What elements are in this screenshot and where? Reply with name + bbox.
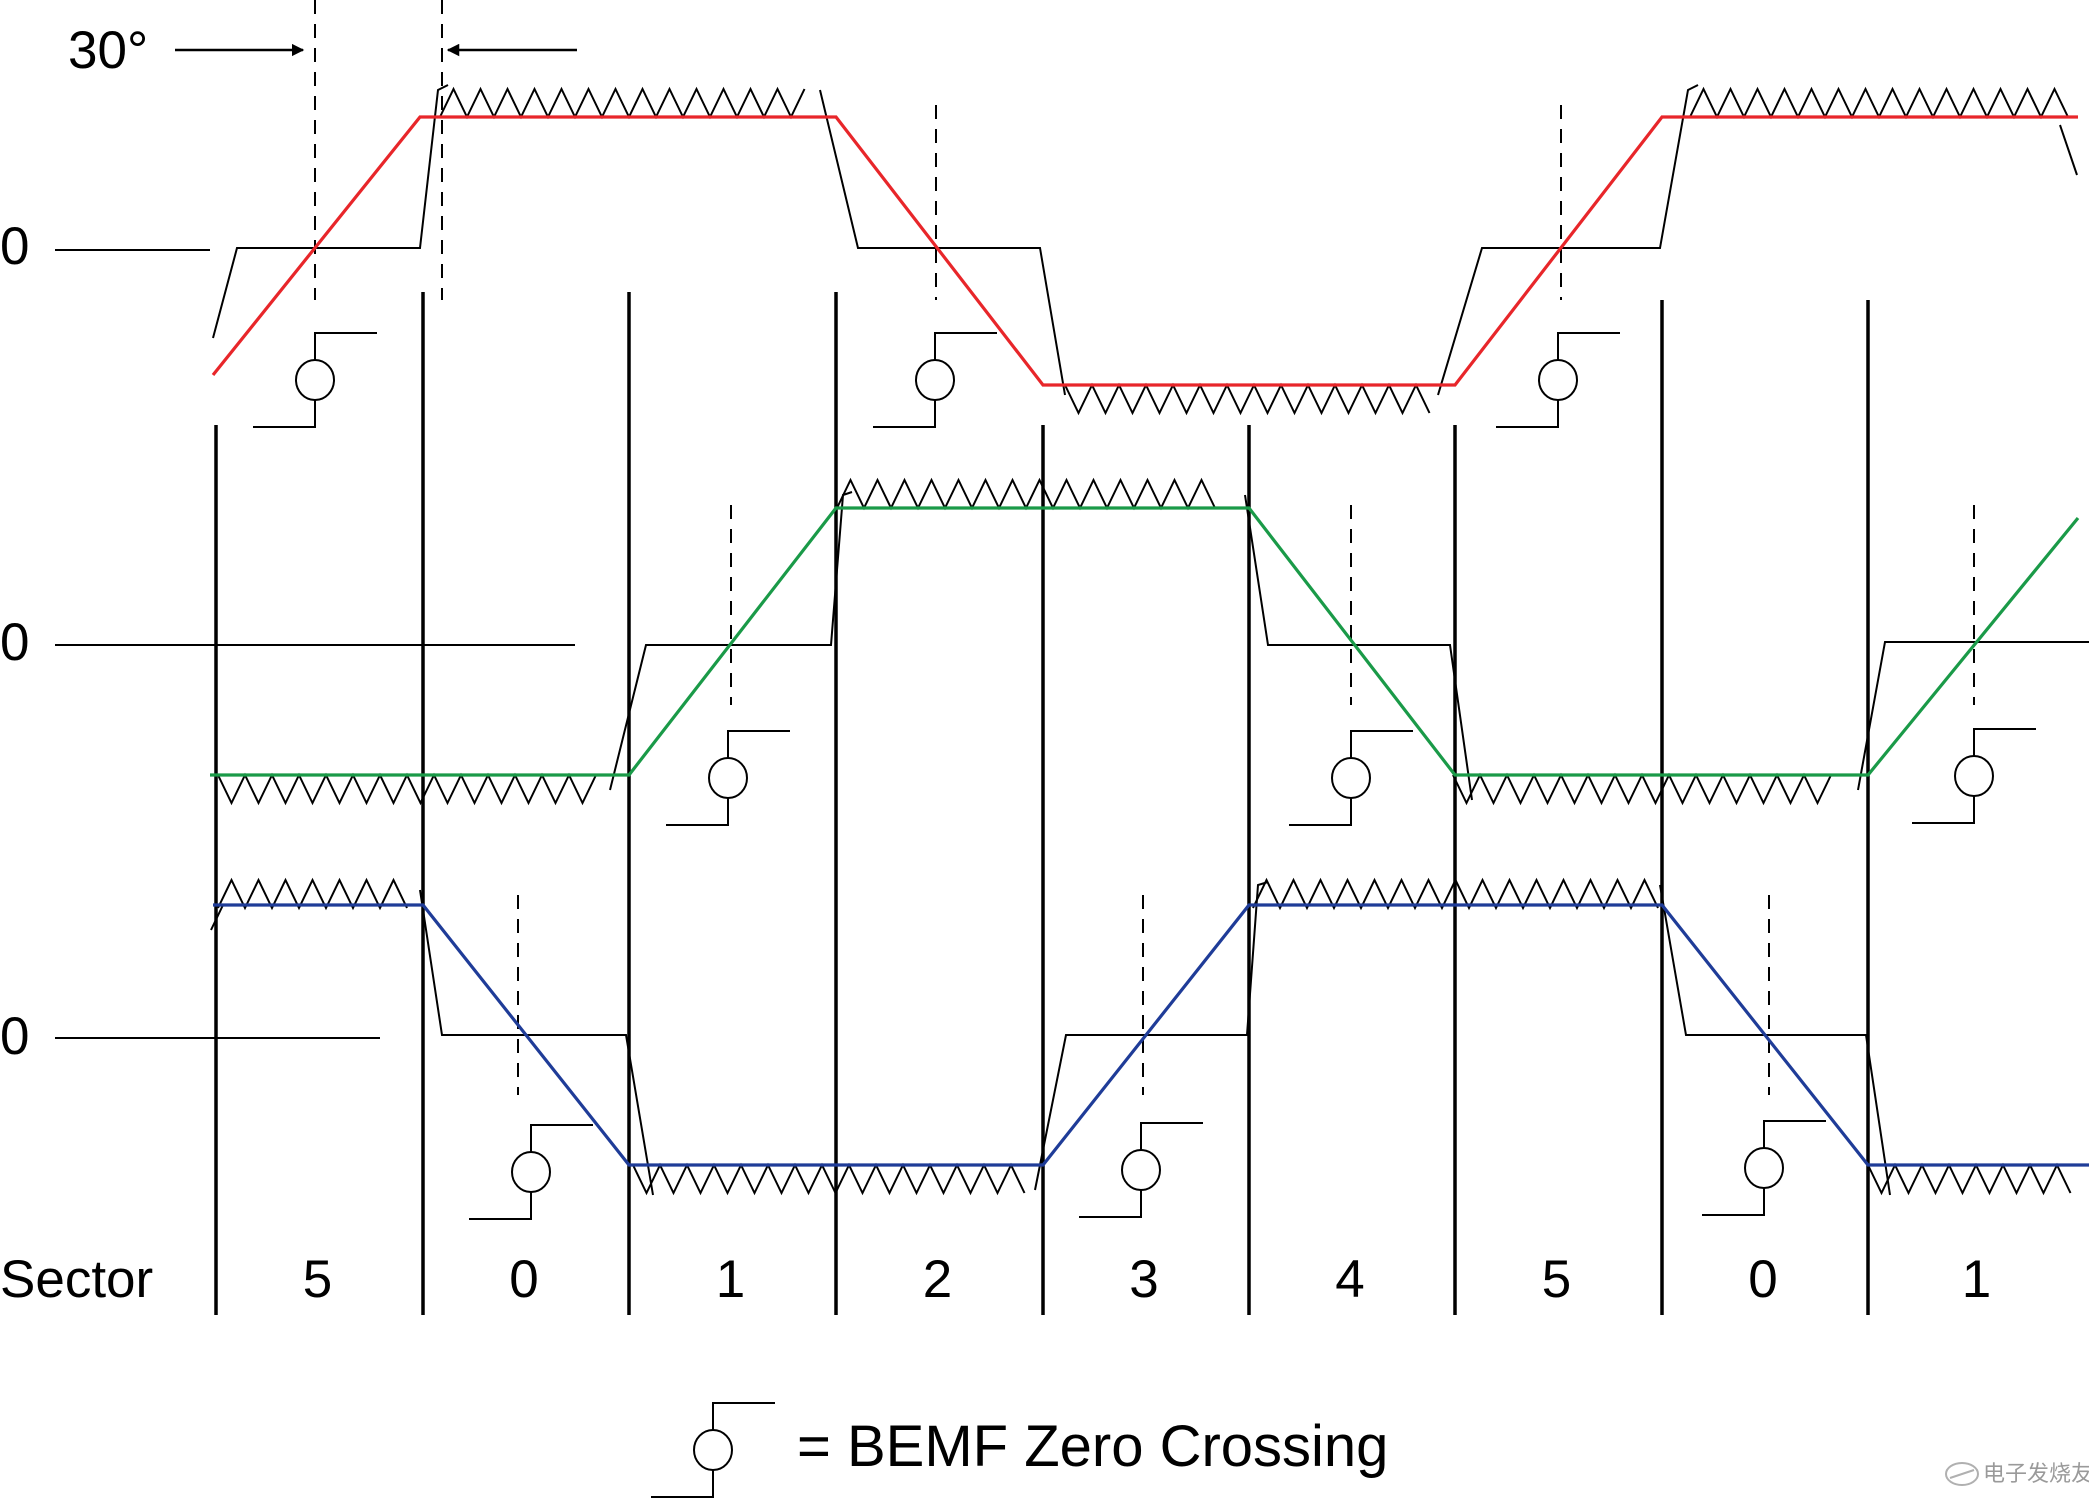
comparator-trace-c [419, 889, 654, 1196]
watermark-logo-icon [1945, 1462, 1979, 1486]
zero-label-c: 0 [0, 1007, 29, 1066]
legend: = BEMF Zero Crossing [651, 1402, 1388, 1498]
zero-crossing-symbol-icon [253, 332, 377, 428]
watermark-text: 电子发烧友 www.elecfans.com [1983, 1461, 2089, 1486]
pwm-ripple-trace [836, 477, 1216, 511]
zero-label-b: 0 [0, 613, 29, 672]
pwm-ripple-trace [439, 86, 806, 120]
angle-label: 30° [68, 21, 148, 80]
sector-boundaries [214, 292, 1870, 1315]
pwm-ripple-trace [1689, 86, 2069, 120]
crossing-markers [517, 105, 1975, 1095]
comparator-trace-b [1857, 641, 2089, 791]
pwm-ripple-trace [1064, 382, 1431, 416]
zero-crossing-symbol-icon [1079, 1122, 1203, 1218]
sector-number: 3 [1129, 1250, 1158, 1309]
bemf-phase-b [210, 506, 2080, 777]
sector-title: Sector [0, 1250, 153, 1309]
sector-number: 1 [1962, 1250, 1991, 1309]
bemf-phase-c [213, 903, 2089, 1167]
watermark: 电子发烧友 www.elecfans.com [1945, 1461, 2089, 1486]
comparator-trace-b [1244, 494, 1473, 801]
comparator-trace-c [1659, 884, 1891, 1196]
pwm-ripple-trace [632, 1162, 1026, 1196]
bemf-phase-a [211, 115, 2078, 387]
comparator-trace-a [2059, 124, 2078, 176]
legend-text: = BEMF Zero Crossing [797, 1414, 1388, 1479]
pwm-ripple-trace [1867, 1162, 2072, 1196]
sector-number: 0 [509, 1250, 538, 1309]
sector-number: 4 [1335, 1250, 1364, 1309]
sector-number: 0 [1748, 1250, 1777, 1309]
zero-crossing-symbol-icon [666, 730, 790, 826]
comparator-trace-c [210, 904, 224, 931]
angle-annotation: 30° [68, 0, 577, 300]
zero-crossing-symbols [253, 332, 2036, 1220]
zero-crossing-symbol-icon [1912, 728, 2036, 824]
sector-numbers: 5 0 1 2 3 4 5 0 1 [303, 1250, 1991, 1309]
zero-crossing-symbol-icon [651, 1402, 775, 1498]
comparator-trace-a [1437, 84, 1699, 396]
zero-crossing-symbol-icon [1496, 332, 1620, 428]
pwm-ripple-trace [1452, 772, 1832, 806]
zero-crossing-symbol-icon [469, 1124, 593, 1220]
comparator-trace-c [1034, 881, 1269, 1191]
zero-crossing-symbol-icon [1289, 730, 1413, 826]
zero-label-a: 0 [0, 217, 29, 276]
zero-crossing-symbol-icon [1702, 1120, 1826, 1216]
bemf-waveforms [210, 115, 2089, 1167]
comparator-traces [210, 84, 2089, 1196]
sector-number: 2 [923, 1250, 952, 1309]
sector-number: 1 [716, 1250, 745, 1309]
comparator-trace-a [212, 84, 449, 339]
comparator-trace-b [609, 491, 853, 791]
pwm-ripple-trace [217, 877, 408, 911]
zero-crossing-symbol-icon [873, 332, 997, 428]
comparator-trace-a [819, 89, 1066, 396]
legend-symbol-shape [651, 1402, 775, 1498]
pwm-ripple [217, 86, 2072, 1196]
sector-number: 5 [1542, 1250, 1571, 1309]
pwm-ripple-trace [217, 772, 597, 806]
sector-number: 5 [303, 1250, 332, 1309]
pwm-ripple-trace [1252, 877, 1659, 911]
